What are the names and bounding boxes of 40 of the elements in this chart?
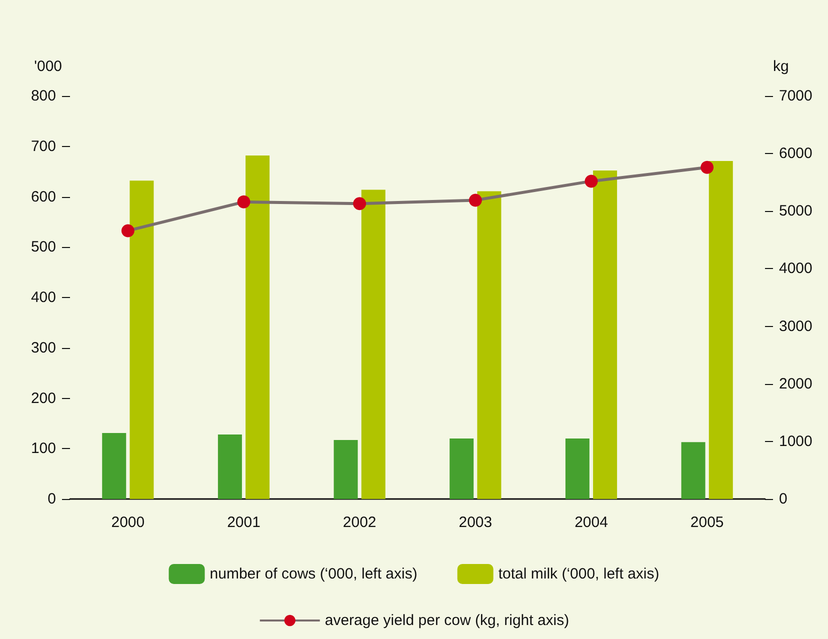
y-tick-label: 100 [30, 440, 56, 458]
bar [477, 191, 502, 499]
y-tick-label: 0 [48, 490, 56, 508]
y2-tick-label: 5000 [779, 202, 812, 220]
y-tick-label: 700 [30, 138, 56, 155]
bar [246, 155, 270, 499]
y-axis-title: '000 [34, 58, 62, 75]
y-tick-label: 200 [30, 390, 56, 407]
x-tick-label: 2003 [458, 514, 492, 531]
y2-tick-label: 3000 [779, 318, 812, 335]
legend-label: number of cows (‘000, left axis) [210, 566, 418, 582]
x-tick-label: 2001 [227, 514, 260, 531]
y-tick-label: 600 [30, 188, 56, 206]
y2-axis-title: kg [773, 58, 789, 75]
y2-tick-label: 6000 [779, 145, 812, 162]
y2-tick-label: 1000 [779, 432, 812, 450]
legend-label: total milk (‘000, left axis) [498, 566, 660, 582]
bar [565, 438, 590, 499]
y2-tick-label: 4000 [779, 260, 812, 278]
bar [593, 170, 618, 499]
bar [681, 442, 706, 499]
y-tick-label: 400 [30, 289, 56, 306]
bar [708, 160, 733, 499]
y-tick-label: 300 [30, 339, 56, 356]
x-tick-label: 2000 [111, 514, 145, 531]
y-tick-label: 500 [30, 238, 56, 256]
bar [102, 433, 126, 499]
y2-tick-label: 2000 [779, 375, 812, 392]
y2-tick-label: 7000 [779, 88, 812, 104]
bar [218, 434, 242, 499]
bar [334, 440, 358, 499]
bar [130, 180, 154, 499]
x-tick-label: 2004 [574, 514, 608, 531]
legend-label: average yield per cow (kg, right axis) [324, 612, 570, 629]
y2-tick-label: 0 [779, 490, 788, 508]
bar [361, 190, 386, 499]
y-tick-label: 800 [30, 88, 56, 104]
x-tick-label: 2005 [690, 514, 724, 531]
x-tick-label: 2002 [342, 514, 376, 531]
bar [450, 438, 474, 499]
